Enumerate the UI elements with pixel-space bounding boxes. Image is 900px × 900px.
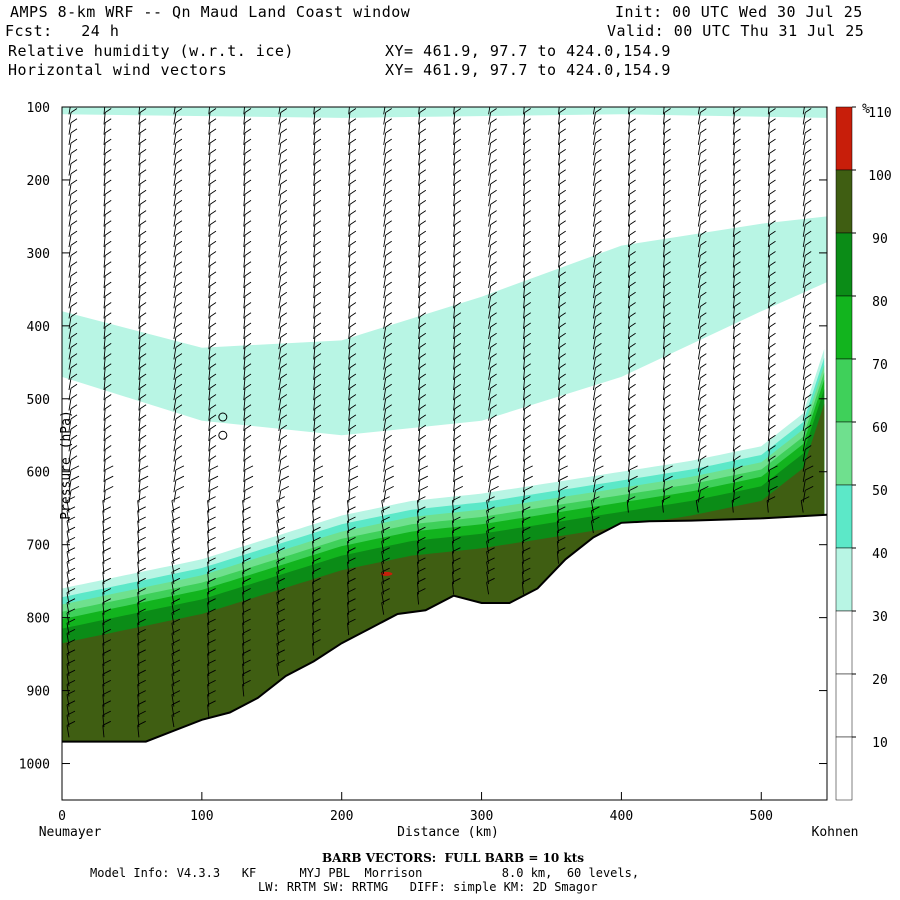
terrain-line [62,513,828,743]
barb-column [590,107,604,534]
y-tick-label: 300 [27,247,50,262]
below-terrain-mask [62,514,827,800]
barb-column [242,107,254,697]
y-tick-label: 1000 [19,758,50,773]
barb-column [207,107,219,717]
barb-column [521,107,533,595]
barb-column [626,107,638,513]
terrain-layer [62,513,828,743]
rh-band-7 [62,403,825,742]
barb-column [556,107,568,564]
colorbar-swatch [835,421,853,486]
colorbar-swatch [835,358,853,423]
colorbar-label: 80 [872,295,888,310]
x-tick-label: 100 [190,809,213,824]
calm-circle [218,430,228,440]
upper-moist-band [62,216,827,436]
barb-column [347,107,359,636]
field1-xy: XY= 461.9, 97.7 to 424.0,154.9 [385,42,671,60]
barb-column [137,107,149,738]
barb-column [766,107,778,513]
colorbar-label: 90 [872,232,888,247]
y-axis-label: Pressure (hPa) [59,410,74,520]
y-tick-label: 600 [27,466,50,481]
barb-column [102,107,114,738]
forecast-hour: Fcst: 24 h [5,22,120,40]
barb-column [66,107,80,738]
barb-column [312,107,324,656]
colorbar: 10 20 30 40 50 60 70 80 90 100 110 [835,106,892,801]
colorbar-swatch [835,610,853,675]
y-tick-label: 400 [27,320,50,335]
barb-column [416,107,429,605]
axes-layer: 100 200 300 400 500 600 700 800 900 1000 0 100 200 30… [19,101,827,824]
barb-column [731,107,743,513]
model-info-line1: Model Info: V4.3.3 KF MYJ PBL Morrison 8… [90,866,640,880]
colorbar-swatch [835,295,853,360]
y-tick-label: 500 [27,393,50,408]
colorbar-swatch [835,547,853,612]
init-time: Init: 00 UTC Wed 30 Jul 25 [615,3,863,21]
chart-title: AMPS 8-km WRF -- Qn Maud Land Coast wind… [10,3,411,21]
colorbar-label: 60 [872,421,888,436]
x-tick-label: 500 [750,809,773,824]
field2-name: Horizontal wind vectors [8,61,228,79]
colorbar-swatch [835,169,853,234]
colorbar-label: 30 [872,610,888,625]
x-tick-label: 400 [610,809,633,824]
valid-time: Valid: 00 UTC Thu 31 Jul 25 [607,22,865,40]
barb-column [800,107,814,513]
x-right-station: Kohnen [812,825,859,840]
x-tick-label: 300 [470,809,493,824]
y-tick-label: 700 [27,539,50,554]
y-tick-label: 800 [27,612,50,627]
barb-legend: BARB VECTORS: FULL BARB = 10 kts [322,851,585,865]
colorbar-label: 20 [872,673,888,688]
colorbar-swatch [835,484,853,549]
barb-column [486,107,499,595]
barb-column [381,107,394,615]
colorbar-label: 50 [872,484,888,499]
colorbar-label: 40 [872,547,888,562]
colorbar-swatch [835,232,853,297]
colorbar-label: 110 [868,106,891,121]
barb-column [171,107,185,728]
barb-column [276,107,290,677]
barb-column [451,107,464,595]
plot-frame [61,106,828,801]
top-moist-strip [62,107,827,118]
x-axis-label: Distance (km) [397,825,499,840]
colorbar-swatch [835,673,853,738]
x-left-station: Neumayer [39,825,102,840]
y-tick-label: 100 [27,101,50,116]
colorbar-label: 10 [872,736,888,751]
rh-fill-layer [62,107,827,800]
model-info-line2: LW: RRTM SW: RRTMG DIFF: simple KM: 2D S… [258,880,598,894]
calm-circle [218,412,228,422]
colorbar-unit: % [862,102,870,117]
field1-name: Relative humidity (w.r.t. ice) [8,42,294,60]
field2-xy: XY= 461.9, 97.7 to 424.0,154.9 [385,61,671,79]
x-tick-label: 200 [330,809,353,824]
wind-barb-layer [66,107,814,738]
barb-column [661,107,673,513]
colorbar-swatch [835,736,853,801]
colorbar-label: 100 [868,169,891,184]
y-tick-label: 200 [27,174,50,189]
x-tick-label: 0 [58,809,66,824]
barb-column [695,107,709,513]
colorbar-swatch [835,106,853,171]
colorbar-label: 70 [872,358,888,373]
y-tick-label: 900 [27,685,50,700]
